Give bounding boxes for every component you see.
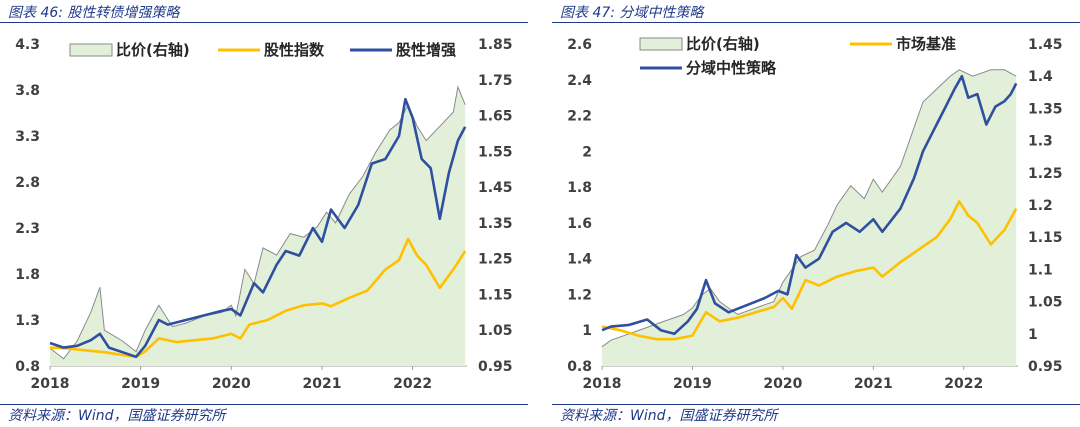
y-right-tick-label: 1.55 [478,144,513,160]
legend-label: 分域中性策略 [686,59,777,77]
y-left-tick-label: 2.4 [567,73,592,89]
y-right-tick-label: 1.75 [478,73,513,89]
y-left-tick-label: 1.8 [567,180,592,196]
y-right-tick-label: 1.15 [478,287,513,303]
series-line-2 [49,97,467,359]
y-right-tick-label: 1.65 [478,109,513,125]
x-tick-label: 2018 [583,376,622,392]
series-area-fill [602,69,1017,367]
series-line-1 [601,200,1018,341]
y-right-tick-label: 1.3 [1028,134,1053,150]
source-note: 资料来源：Wind，国盛证券研究所 [560,408,778,424]
chart-svg: 0.8 1 1.2 1.4 1.6 1.8 2 2.2 2.4 2.6 0.95 1 1.05 1.1 1.… [567,35,1063,392]
y-left-tick-label: 1 [582,323,592,339]
legend-label: 市场基准 [896,35,956,53]
y-left-tick-label: 2.8 [15,175,40,191]
x-tick-label: 2020 [763,376,802,392]
x-tick-label: 2019 [121,376,160,392]
y-left-tick-label: 3.8 [15,83,40,99]
y-right-tick-label: 1.35 [1028,101,1063,117]
y-left-tick-label: 3.3 [15,129,40,145]
y-left-tick-label: 2 [582,144,592,160]
y-right-tick-label: 1.15 [1028,230,1063,246]
y-left-tick-label: 2.3 [15,221,40,237]
x-tick-label: 2022 [944,376,983,392]
y-left-tick-label: 1.6 [567,216,592,232]
source-note: 资料来源：Wind，国盛证券研究所 [8,408,226,424]
y-left-tick-label: 2.6 [567,37,592,53]
x-tick-label: 2020 [212,376,251,392]
y-right-tick-label: 0.95 [478,359,513,375]
top-rule [552,22,1080,23]
figure-title: 图表 46: 股性转债增强策略 [8,5,180,21]
y-left-tick-label: 1.4 [567,252,592,268]
legend-label: 比价(右轴) [686,35,760,53]
y-left-tick-label: 1.8 [15,267,40,283]
y-right-tick-label: 1.45 [478,180,513,196]
series-line-2 [601,74,1018,336]
series-area-fill [50,86,466,367]
legend-swatch-area [639,37,683,51]
x-tick-label: 2022 [393,376,432,392]
figure-title: 图表 47: 分域中性策略 [560,5,704,21]
x-tick-label: 2021 [302,376,341,392]
chart-panel-left: 图表 46: 股性转债增强策略 0.8 1.3 1.8 2.3 2.8 3.3 3.8 4.3… [0,0,528,427]
y-right-tick-label: 1.05 [478,323,513,339]
y-right-tick-label: 1.85 [478,37,513,53]
x-tick-label: 2019 [673,376,712,392]
legend-swatch-area [69,43,113,57]
y-right-tick-label: 1.25 [478,252,513,268]
y-right-tick-label: 1.35 [478,216,513,232]
y-right-tick-label: 1.45 [1028,37,1063,53]
legend-label: 比价(右轴) [116,41,190,59]
y-right-tick-label: 1.1 [1028,262,1053,278]
y-left-tick-label: 0.8 [567,359,592,375]
y-right-tick-label: 1.25 [1028,166,1063,182]
y-left-tick-label: 1.3 [15,313,40,329]
y-right-tick-label: 1.2 [1028,198,1053,214]
x-tick-label: 2018 [31,376,70,392]
top-rule [0,22,528,23]
y-left-tick-label: 4.3 [15,37,40,53]
legend-label: 股性增强 [396,41,456,59]
y-right-tick-label: 0.95 [1028,359,1063,375]
y-left-tick-label: 0.8 [15,359,40,375]
y-left-tick-label: 1.2 [567,287,592,303]
y-right-tick-label: 1.4 [1028,69,1053,85]
y-left-tick-label: 2.2 [567,109,592,125]
y-right-tick-label: 1.05 [1028,295,1063,311]
bottom-rule [552,404,1080,405]
x-tick-label: 2021 [854,376,893,392]
bottom-rule [0,404,528,405]
chart-svg: 0.8 1.3 1.8 2.3 2.8 3.3 3.8 4.3 0.95 1.05 1.15 1.25… [15,37,513,392]
chart-panel-right: 图表 47: 分域中性策略 0.8 1 1.2 1.4 1.6 1.8 2 2.2 2.4 2.6… [552,0,1080,427]
y-right-tick-label: 1 [1028,327,1038,343]
legend-label: 股性指数 [264,41,325,59]
series-line-ratio [601,69,1017,348]
